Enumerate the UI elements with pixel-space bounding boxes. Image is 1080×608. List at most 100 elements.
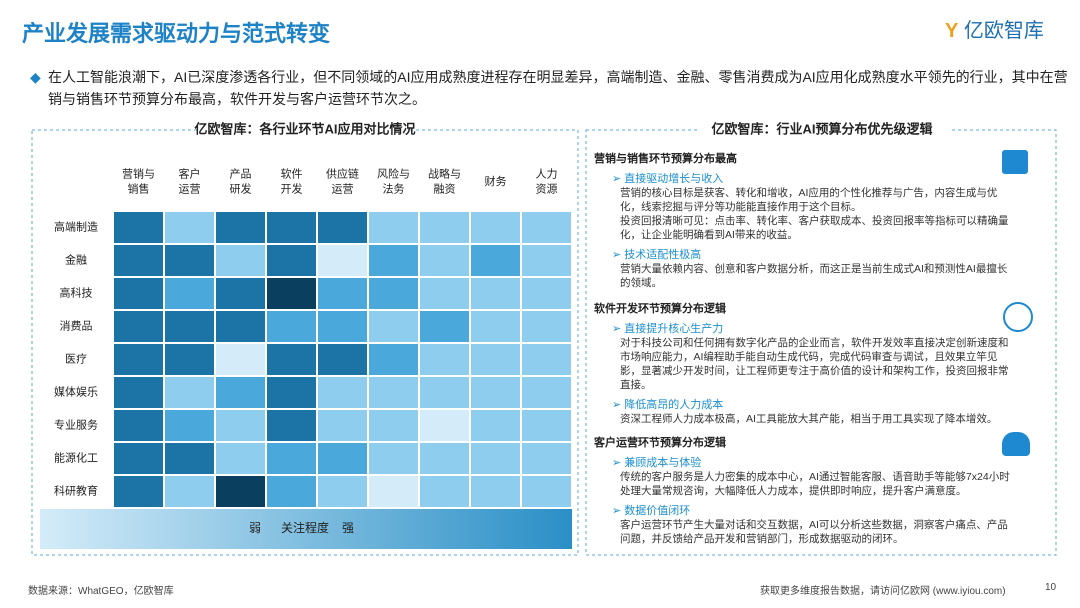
- heat-cell: [267, 278, 316, 309]
- heat-cell: [216, 245, 265, 276]
- subheading: 数据价值闭环: [612, 502, 1014, 518]
- column-label: 供应链: [326, 166, 359, 180]
- heat-cell: [522, 311, 571, 342]
- heat-cell: [165, 311, 214, 342]
- heat-cell: [267, 410, 316, 441]
- heat-cell: [165, 476, 214, 507]
- heat-cell: [114, 344, 163, 375]
- heat-cell: [216, 443, 265, 474]
- heat-cell: [471, 476, 520, 507]
- heat-cell: [165, 245, 214, 276]
- heat-cell: [369, 278, 418, 309]
- heat-cell: [165, 278, 214, 309]
- paragraph: 传统的客户服务是人力密集的成本中心，AI通过智能客服、语音助手等能够7x24小时…: [620, 471, 1010, 497]
- heat-cell: [471, 377, 520, 408]
- heat-cell: [369, 344, 418, 375]
- section-title: 客户运营环节预算分布逻辑: [594, 437, 726, 449]
- heat-cell: [267, 212, 316, 243]
- heat-cell: [165, 443, 214, 474]
- heat-cell: [165, 410, 214, 441]
- heat-cell: [522, 212, 571, 243]
- column-label: 战略与: [428, 166, 461, 180]
- row-label: 媒体娱乐: [54, 384, 98, 398]
- heat-cell: [216, 344, 265, 375]
- title-bg: [200, 122, 410, 138]
- heat-cell: [369, 410, 418, 441]
- heat-cell: [318, 245, 367, 276]
- column-label: 研发: [230, 181, 252, 195]
- heat-cell: [522, 377, 571, 408]
- heat-cell: [420, 278, 469, 309]
- column-label: 资源: [536, 181, 558, 195]
- heat-cell: [420, 245, 469, 276]
- heat-cell: [165, 344, 214, 375]
- heat-cell: [114, 311, 163, 342]
- heat-cell: [267, 443, 316, 474]
- heat-cell: [318, 443, 367, 474]
- heat-cell: [522, 245, 571, 276]
- section: 客户运营环节预算分布逻辑兼顾成本与体验传统的客户服务是人力密集的成本中心，AI通…: [594, 434, 1014, 546]
- heat-cell: [216, 377, 265, 408]
- paragraph: 资深工程师人力成本极高，AI工具能放大其产能，相当于用工具实现了降本增效。: [620, 413, 998, 425]
- heat-cell: [420, 344, 469, 375]
- section-title: 软件开发环节预算分布逻辑: [594, 303, 726, 315]
- panel-title: 亿欧智库：行业AI预算分布优先级逻辑: [711, 121, 932, 136]
- heat-cell: [471, 245, 520, 276]
- heat-cell: [267, 245, 316, 276]
- heat-cell: [369, 443, 418, 474]
- legend-low: 弱: [249, 521, 261, 535]
- page-number: 10: [1045, 582, 1057, 593]
- heat-cell: [420, 443, 469, 474]
- legend-bar: [40, 509, 572, 549]
- heat-cell: [318, 476, 367, 507]
- column-label: 风险与: [377, 166, 410, 180]
- heat-cell: [522, 410, 571, 441]
- heat-cell: [267, 311, 316, 342]
- column-label: 软件: [281, 166, 303, 180]
- heat-cell: [369, 245, 418, 276]
- heat-cell: [369, 377, 418, 408]
- row-label: 专业服务: [54, 417, 98, 431]
- heat-cell: [216, 212, 265, 243]
- column-label: 客户: [179, 166, 201, 180]
- heat-cell: [216, 278, 265, 309]
- column-label: 融资: [434, 182, 456, 195]
- section-title: 营销与销售环节预算分布最高: [594, 153, 737, 165]
- icon-dev: [1003, 302, 1033, 332]
- column-label: 开发: [281, 181, 303, 195]
- heat-cell: [318, 212, 367, 243]
- more: 获取更多维度报告数据，请访问亿欧网 (www.iyiou.com): [760, 586, 1006, 597]
- heat-cell: [471, 344, 520, 375]
- heat-cell: [522, 443, 571, 474]
- column-label: 运营: [179, 181, 201, 195]
- heat-cell: [165, 212, 214, 243]
- heat-cell: [318, 410, 367, 441]
- column-label: 产品: [230, 166, 252, 180]
- heat-cell: [522, 344, 571, 375]
- heat-cell: [471, 278, 520, 309]
- subheading: 直接提升核心生产力: [612, 320, 1014, 336]
- heat-cell: [114, 212, 163, 243]
- heat-cell: [114, 476, 163, 507]
- heat-cell: [471, 410, 520, 441]
- logo-text: 亿欧智库: [963, 20, 1044, 42]
- heat-cell: [318, 344, 367, 375]
- source: 数据来源：WhatGEO，亿欧智库: [28, 586, 174, 597]
- heat-cell: [165, 377, 214, 408]
- heat-cell: [522, 278, 571, 309]
- heat-cell: [114, 410, 163, 441]
- heat-cell: [216, 311, 265, 342]
- heat-cell: [420, 377, 469, 408]
- paragraph: 营销的核心目标是获客、转化和增收，AI应用的个性化推荐与广告，内容生成与优化，线…: [620, 187, 998, 213]
- section: 营销与销售环节预算分布最高直接驱动增长与收入营销的核心目标是获客、转化和增收，A…: [594, 150, 1014, 290]
- chart-title: 亿欧智库：各行业环节AI应用对比情况: [194, 121, 415, 136]
- heat-cell: [471, 311, 520, 342]
- heat-cell: [369, 476, 418, 507]
- icon-sale: [1002, 150, 1028, 174]
- heat-cell: [267, 377, 316, 408]
- heat-cell: [369, 212, 418, 243]
- intro: ◆ 在人工智能浪潮下，AI已深度渗透各行业，但不同领域的AI应用成熟度进程存在明显…: [30, 69, 1068, 107]
- paragraph: 对于科技公司和任何拥有数字化产品的企业而言，软件开发效率直接决定创新速度和市场响…: [620, 337, 1009, 391]
